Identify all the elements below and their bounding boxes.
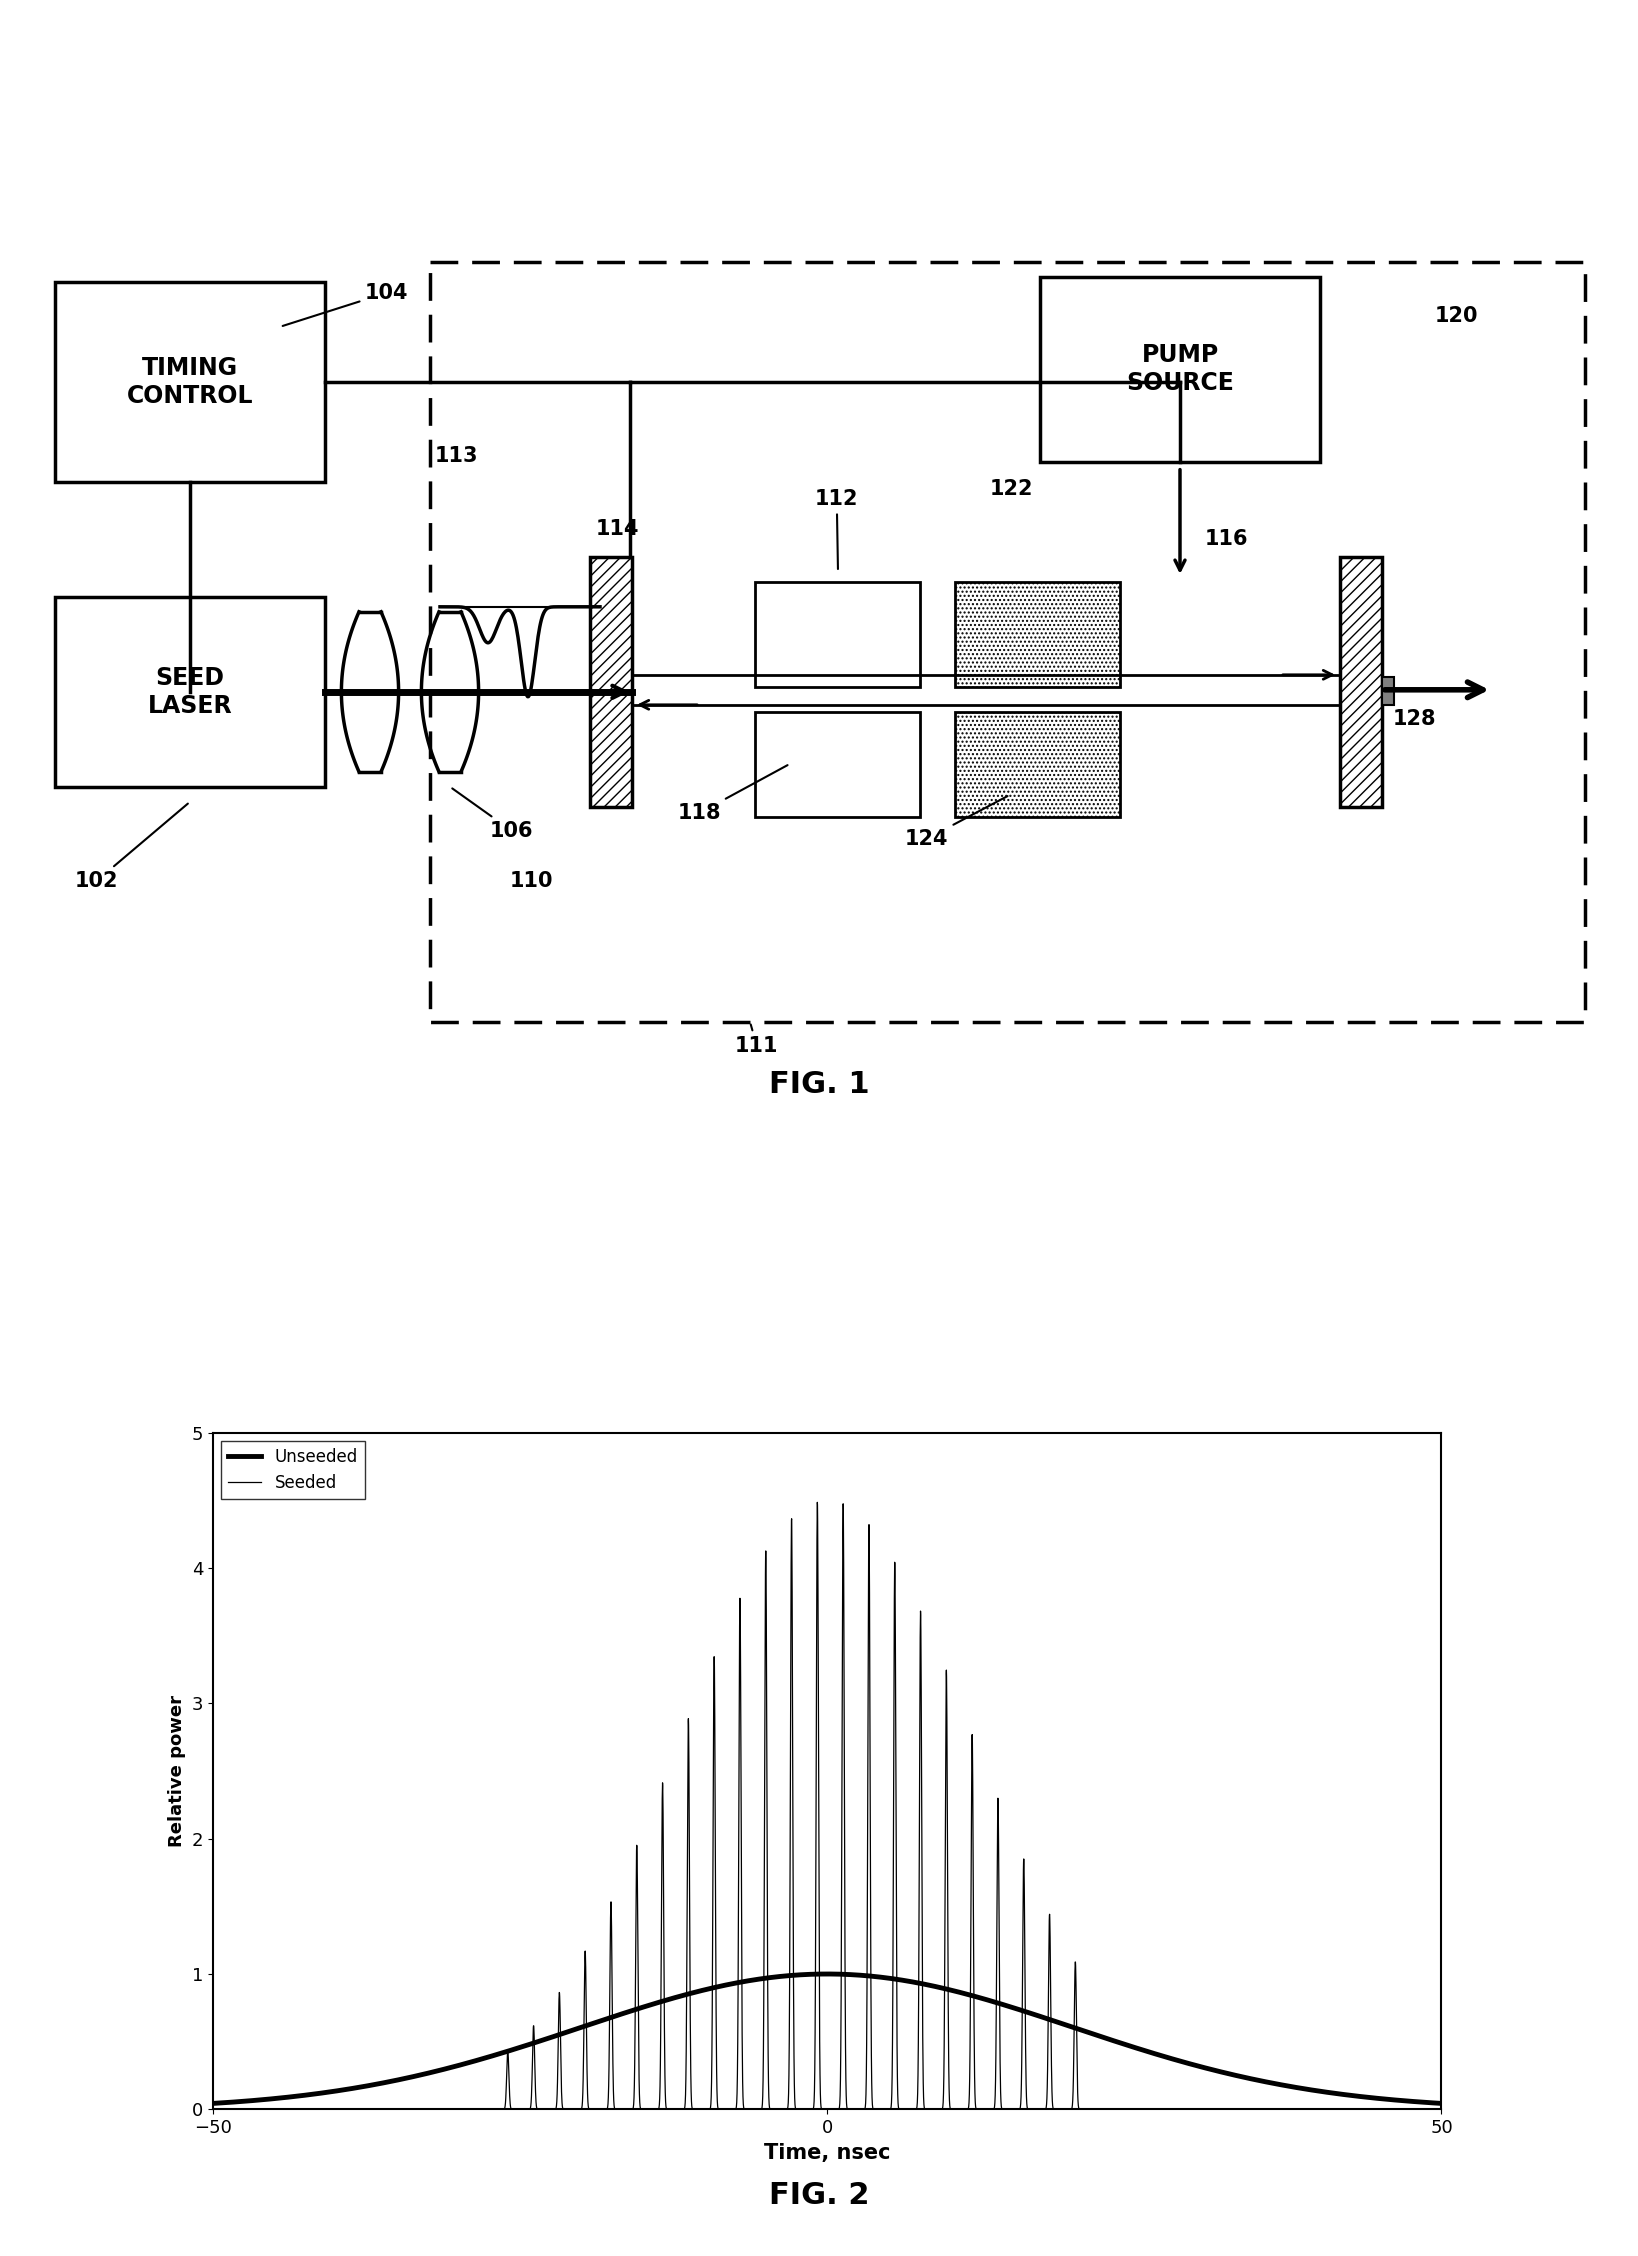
Seeded xyxy=(1001,2096,1020,2123)
Unseeded xyxy=(817,1960,837,1988)
Unseeded xyxy=(1215,2060,1235,2087)
Text: 122: 122 xyxy=(989,478,1034,499)
Bar xyxy=(955,582,1120,686)
Bar xyxy=(590,557,632,808)
Text: 106: 106 xyxy=(452,787,534,841)
Text: 110: 110 xyxy=(509,871,554,891)
Line: Unseeded: Unseeded xyxy=(152,1974,1504,2107)
Text: 111: 111 xyxy=(735,1024,778,1056)
X-axis label: Time, nsec: Time, nsec xyxy=(763,2143,891,2164)
Text: FIG. 2: FIG. 2 xyxy=(768,2182,870,2209)
Seeded xyxy=(210,2096,229,2123)
Text: SEED
LASER: SEED LASER xyxy=(147,666,233,717)
Text: 116: 116 xyxy=(1206,528,1248,548)
Bar xyxy=(56,282,324,483)
Text: PUMP
SOURCE: PUMP SOURCE xyxy=(1125,343,1233,395)
Text: 124: 124 xyxy=(906,796,1007,848)
Seeded xyxy=(1494,2096,1514,2123)
Text: 113: 113 xyxy=(436,447,478,465)
Bar xyxy=(1340,557,1382,808)
Seeded xyxy=(1215,2096,1235,2123)
Unseeded xyxy=(942,1976,962,2003)
Seeded xyxy=(143,2096,162,2123)
Text: 128: 128 xyxy=(1392,708,1437,729)
Seeded xyxy=(942,2096,962,2123)
Seeded xyxy=(631,2096,650,2123)
Unseeded xyxy=(1001,1994,1020,2021)
Bar xyxy=(755,582,921,686)
Bar xyxy=(1040,277,1320,462)
Unseeded xyxy=(1494,2094,1514,2121)
Bar xyxy=(56,598,324,787)
Y-axis label: Relative power: Relative power xyxy=(169,1694,187,1848)
Unseeded xyxy=(143,2094,162,2121)
Text: 104: 104 xyxy=(283,282,408,325)
Text: FIG. 1: FIG. 1 xyxy=(768,1069,870,1099)
Bar xyxy=(1382,677,1394,704)
Text: 120: 120 xyxy=(1435,307,1479,325)
Text: TIMING
CONTROL: TIMING CONTROL xyxy=(126,356,254,408)
Legend: Unseeded, Seeded: Unseeded, Seeded xyxy=(221,1442,365,1498)
Seeded xyxy=(1143,2096,1163,2123)
Text: 112: 112 xyxy=(816,490,858,569)
Bar xyxy=(431,262,1586,1022)
Text: 118: 118 xyxy=(678,765,788,823)
Bar xyxy=(955,713,1120,817)
Unseeded xyxy=(210,2089,229,2116)
Seeded xyxy=(808,1489,827,1516)
Unseeded xyxy=(631,1994,650,2021)
Text: 102: 102 xyxy=(75,803,188,891)
Line: Seeded: Seeded xyxy=(152,1502,1504,2109)
Bar xyxy=(755,713,921,817)
Unseeded xyxy=(1143,2039,1163,2066)
Text: 114: 114 xyxy=(596,519,639,539)
